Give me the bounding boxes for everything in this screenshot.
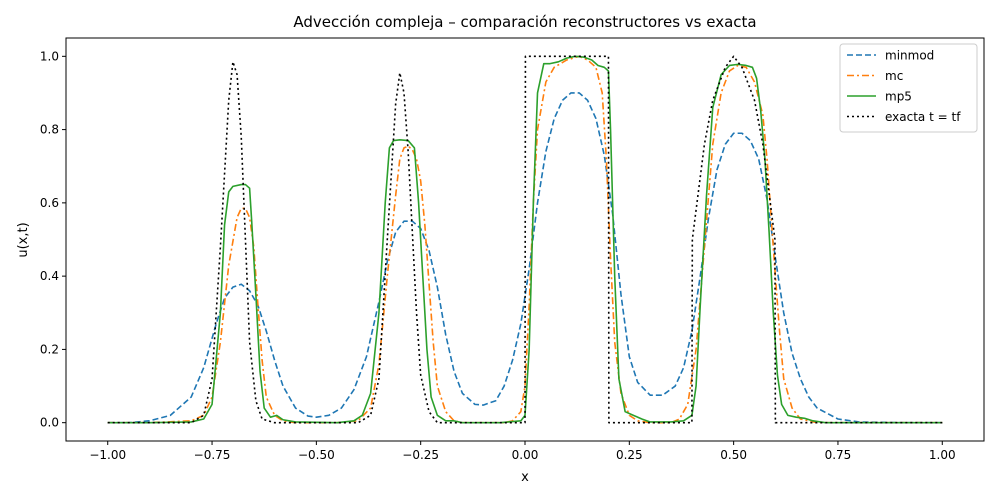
series-line bbox=[107, 55, 943, 424]
x-axis-label: x bbox=[521, 470, 529, 485]
series-line bbox=[107, 55, 943, 424]
x-tick-label: −0.50 bbox=[298, 448, 335, 462]
x-tick-label: −1.00 bbox=[89, 448, 126, 462]
x-axis: −1.00 −0.75 −0.50 −0.25 0.00 0.25 0.50 0.75 1.00 bbox=[89, 441, 956, 462]
y-axis: 0.0 0.2 0.4 0.6 0.8 1.0 bbox=[40, 49, 66, 430]
x-tick-label: 0.75 bbox=[825, 448, 852, 462]
chart-title: Advección compleja – comparación reconst… bbox=[293, 13, 756, 31]
x-tick-label: 1.00 bbox=[929, 448, 956, 462]
legend-box bbox=[839, 43, 978, 133]
y-tick-label: 1.0 bbox=[40, 49, 59, 63]
x-tick-label: 0.25 bbox=[616, 448, 643, 462]
legend: minmod mc mp5 exacta t = tf bbox=[839, 43, 978, 133]
legend-label: minmod bbox=[885, 49, 934, 63]
y-tick-label: 0.4 bbox=[40, 269, 59, 283]
x-tick-label: −0.25 bbox=[402, 448, 439, 462]
y-tick-label: 0.0 bbox=[40, 416, 59, 430]
x-tick-label: 0.50 bbox=[720, 448, 747, 462]
x-tick-label: 0.00 bbox=[512, 448, 539, 462]
series-line bbox=[107, 92, 943, 424]
legend-label: mp5 bbox=[885, 90, 912, 104]
y-tick-label: 0.8 bbox=[40, 123, 59, 137]
y-axis-label: u(x,t) bbox=[16, 222, 31, 257]
series-line bbox=[107, 55, 943, 424]
series-layer bbox=[107, 55, 943, 424]
legend-label: mc bbox=[885, 69, 903, 83]
y-tick-label: 0.6 bbox=[40, 196, 59, 210]
legend-label: exacta t = tf bbox=[885, 110, 961, 124]
y-tick-label: 0.2 bbox=[40, 342, 59, 356]
x-tick-label: −0.75 bbox=[194, 448, 231, 462]
